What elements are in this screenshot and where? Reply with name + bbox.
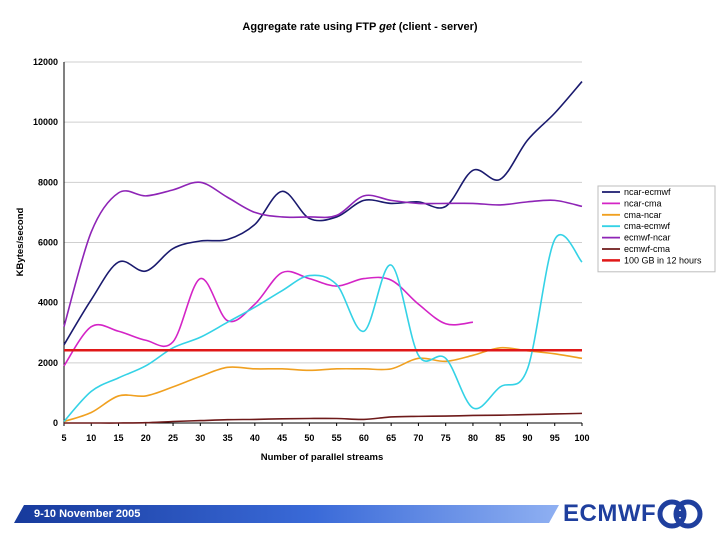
legend-label-ecmwf-cma: ecmwf-cma <box>624 244 670 254</box>
x-tick-label: 30 <box>195 433 205 443</box>
x-tick-label: 80 <box>468 433 478 443</box>
y-tick-label: 10000 <box>33 117 58 127</box>
y-tick-label: 2000 <box>38 358 58 368</box>
x-tick-label: 20 <box>141 433 151 443</box>
legend-label-ncar-cma: ncar-cma <box>624 198 662 208</box>
legend-label-100-gb-in-12-hours: 100 GB in 12 hours <box>624 255 702 265</box>
x-tick-label: 65 <box>386 433 396 443</box>
footer-date: 9-10 November 2005 <box>34 508 141 520</box>
x-tick-label: 60 <box>359 433 369 443</box>
x-axis-title: Number of parallel streams <box>261 452 384 463</box>
x-tick-label: 35 <box>223 433 233 443</box>
x-tick-label: 50 <box>304 433 314 443</box>
y-tick-label: 8000 <box>38 177 58 187</box>
logo-mark-icon <box>657 499 703 529</box>
x-tick-label: 25 <box>168 433 178 443</box>
x-tick-label: 55 <box>332 433 342 443</box>
x-tick-label: 10 <box>86 433 96 443</box>
x-tick-label: 85 <box>495 433 505 443</box>
legend-box <box>597 185 716 273</box>
series-line-cma-ncar <box>63 346 583 423</box>
x-tick-label: 100 <box>574 433 589 443</box>
series-line-ecmwf-cma <box>64 412 583 424</box>
legend-label-ecmwf-ncar: ecmwf-ncar <box>624 233 671 243</box>
x-tick-label: 15 <box>114 433 124 443</box>
y-tick-label: 0 <box>53 418 58 428</box>
x-tick-label: 95 <box>550 433 560 443</box>
x-tick-label: 5 <box>61 433 66 443</box>
y-tick-label: 12000 <box>33 57 58 67</box>
series-line-ecmwf-ncar <box>63 181 583 327</box>
x-tick-label: 75 <box>441 433 451 443</box>
series-line-cma-ecmwf <box>63 233 583 423</box>
footer-bar <box>14 505 559 523</box>
y-axis-title: KBytes/second <box>15 207 26 276</box>
series-line-ncar-cma <box>63 270 474 367</box>
legend-label-ncar-ecmwf: ncar-ecmwf <box>624 187 671 197</box>
logo-text: ECMWF <box>563 500 657 527</box>
series-line-ncar-ecmwf <box>63 81 583 346</box>
y-tick-label: 4000 <box>38 298 58 308</box>
y-tick-label: 6000 <box>38 238 58 248</box>
x-tick-label: 40 <box>250 433 260 443</box>
legend-label-cma-ecmwf: cma-ecmwf <box>624 221 671 231</box>
legend-label-cma-ncar: cma-ncar <box>624 210 662 220</box>
x-tick-label: 90 <box>522 433 532 443</box>
chart-title: Aggregate rate using FTP get (client - s… <box>242 21 477 33</box>
x-tick-label: 70 <box>413 433 423 443</box>
x-tick-label: 45 <box>277 433 287 443</box>
ecmwf-logo: ECMWF <box>563 497 713 531</box>
